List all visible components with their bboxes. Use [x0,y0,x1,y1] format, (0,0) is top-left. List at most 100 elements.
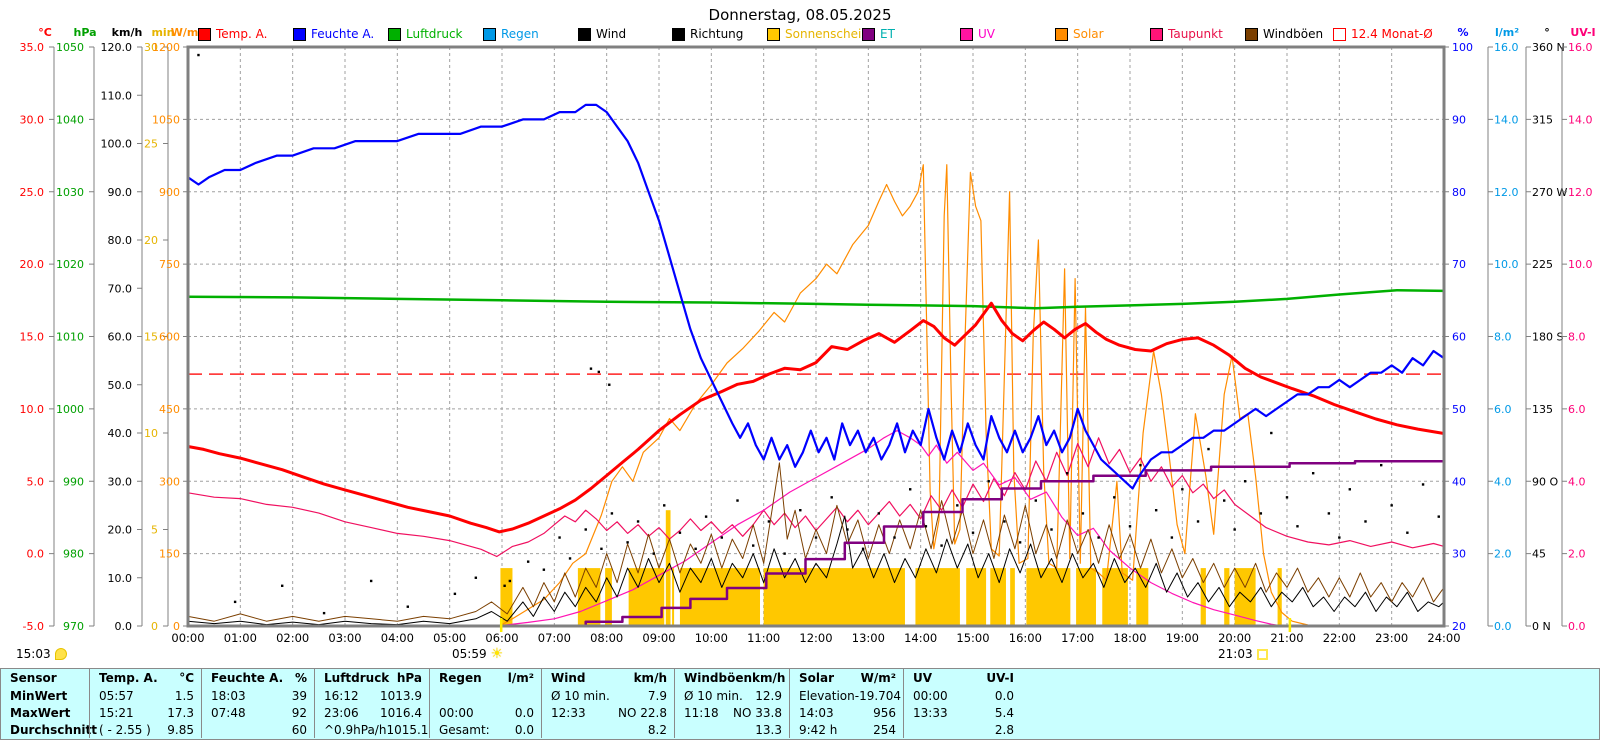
legend-swatch-icon [1150,27,1163,41]
table-cell-max-6: 14:03 956 [789,704,903,721]
sunrise-time: 05:59 [452,647,487,661]
svg-text:13:00: 13:00 [852,631,885,645]
table-filler [1021,704,1599,721]
stats-table: Sensor Temp. A. °C Feuchte A.% Luftdruck hPa R… [0,668,1600,740]
table-header-3-value: l/m² [507,671,534,685]
svg-text:5: 5 [151,524,158,537]
table-cell-max-1-value: 92 [291,705,307,720]
svg-text:2.0: 2.0 [1494,548,1512,561]
svg-text:0.0: 0.0 [1494,620,1512,633]
svg-text:0 N: 0 N [1532,620,1551,633]
table-cell-avg-3-label: Gesamt: [439,722,490,737]
series-wind [187,515,1445,626]
table-cell-max-4: 12:33 NO 22.8 [541,704,674,721]
svg-text:360 N: 360 N [1532,41,1565,54]
svg-text:4.0: 4.0 [1568,475,1586,488]
svg-text:06:00: 06:00 [485,631,518,645]
table-header-7-label: UV [913,671,933,685]
series-richtung [197,53,1440,615]
table-cell-min-1: 18:03 39 [201,687,314,704]
series-feuchte-a- [187,103,1445,490]
table-cell-min-7-value: 0.0 [994,688,1014,703]
table-cell-avg-6-label: 9:42 h [799,722,838,737]
svg-text:980: 980 [63,548,84,561]
legend-label: Wind [596,27,627,41]
legend-label: Luftdruck [406,27,463,41]
table-cell-min-2-label: 16:12 [324,688,359,703]
legend-swatch-icon [293,27,306,41]
right-axis-unit-3: UV-I [1570,26,1596,39]
svg-text:1000: 1000 [56,403,84,416]
series-solar [499,164,1444,627]
svg-text:09:00: 09:00 [642,631,675,645]
svg-text:110.0: 110.0 [101,89,133,102]
table-cell-max-2-label: 23:06 [324,705,359,720]
svg-text:900: 900 [159,186,180,199]
table-cell-max-6-label: 14:03 [799,705,834,720]
table-cell-max-2: 23:06 1016.4 [314,704,429,721]
svg-text:120.0: 120.0 [101,41,133,54]
table-cell-avg-4: 8.2 [541,721,674,738]
svg-text:60.0: 60.0 [108,331,133,344]
svg-text:70: 70 [1452,258,1466,271]
table-cell-avg-0-value: 9.85 [167,722,194,737]
table-cell-avg-5: 13.3 [674,721,789,738]
svg-text:15: 15 [144,331,158,344]
svg-text:19:00: 19:00 [1166,631,1199,645]
legend-label: UV [978,27,995,41]
table-cell-max-3: 00:00 0.0 [429,704,541,721]
svg-text:30: 30 [1452,548,1466,561]
svg-text:80.0: 80.0 [108,234,133,247]
svg-text:17:00: 17:00 [1061,631,1094,645]
table-header-0: Temp. A. °C [89,669,201,687]
table-cell-max-6-value: 956 [873,705,896,720]
table-header-0-value: °C [179,671,194,685]
svg-text:1020: 1020 [56,258,84,271]
table-header-6: Solar W/m² [789,669,903,687]
left-axis-unit-3: min [151,26,175,39]
table-cell-max-1-label: 07:48 [211,705,246,720]
weather-chart: 35.030.025.020.015.010.05.00.0-5.0105010… [20,41,1593,645]
table-cell-min-4-value: 7.9 [647,688,667,703]
right-axis-unit-1: l/m² [1494,26,1520,39]
svg-text:450: 450 [159,403,180,416]
table-cell-avg-4-value: 8.2 [647,722,667,737]
legend-label: Sonnenschein [785,27,869,41]
table-header-5-value: km/h [752,671,786,685]
legend-item-taupunkt: Taupunkt [1150,27,1223,41]
table-cell-avg-7-value: 2.8 [994,722,1014,737]
left-axis-hpa: 1050 1040 1030 1020 1010 1000 990 980 970 [56,41,95,633]
svg-text:23:00: 23:00 [1375,631,1408,645]
svg-text:10:00: 10:00 [695,631,728,645]
svg-text:5.0: 5.0 [27,475,45,488]
table-cell-avg-0-label: ( - 2.55 ) [99,722,151,737]
table-cell-max-7: 13:33 5.4 [903,704,1021,721]
table-cell-min-5: Ø 10 min. 12.9 [674,687,789,704]
svg-text:50.0: 50.0 [108,379,133,392]
table-cell-avg-0: ( - 2.55 ) 9.85 [89,721,201,738]
svg-text:180 S: 180 S [1532,331,1563,344]
legend-item-uv: UV [960,27,995,41]
svg-text:08:00: 08:00 [590,631,623,645]
svg-text:14.0: 14.0 [1494,113,1519,126]
table-header-sensor: Sensor [10,671,57,685]
table-cell-avg-2: ^0.9hPa/h 1015.1 [314,721,429,738]
table-header-7-value: UV-I [986,671,1014,685]
table-header-2-value: hPa [396,671,422,685]
chart-legend: Temp. A. Feuchte A. Luftdruck Regen Wind Rich… [0,27,1600,45]
sun-moon-markers: 15:03 05:59 ☀ 21:03 [0,645,1600,665]
svg-text:45: 45 [1532,548,1546,561]
legend-item-temp-a-: Temp. A. [198,27,267,41]
legend-item-feuchte-a-: Feuchte A. [293,27,374,41]
table-rowlabel-max: MaxWert [10,705,71,720]
table-cell-min-4-label: Ø 10 min. [551,688,610,703]
legend-swatch-icon [198,27,211,41]
left-axis-km-h: 120.0 110.0 100.0 90.0 80.0 70.0 60.0 50.0 40.0 3… [101,41,143,633]
sunset-square-icon [1256,648,1268,660]
legend-swatch-icon [1333,27,1346,41]
svg-text:00:00: 00:00 [171,631,204,645]
right-axis-unit-0: % [1457,26,1469,39]
table-header-6-value: W/m² [860,671,896,685]
svg-text:100: 100 [1452,41,1473,54]
